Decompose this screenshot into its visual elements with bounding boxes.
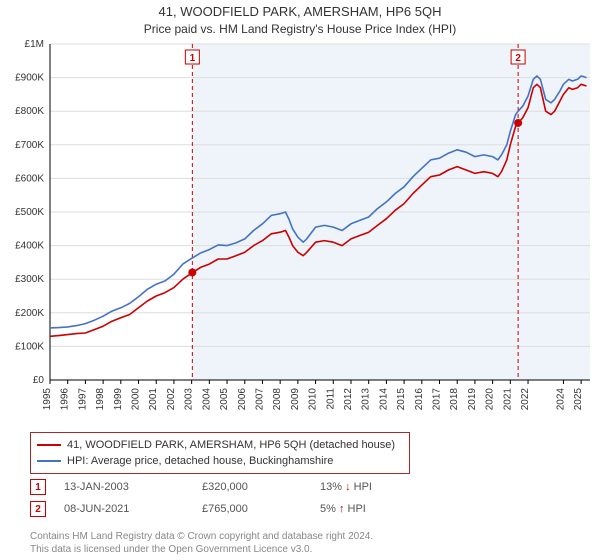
- svg-text:2017: 2017: [432, 388, 443, 411]
- svg-text:2004: 2004: [201, 388, 212, 411]
- svg-text:2009: 2009: [290, 388, 301, 411]
- svg-text:2006: 2006: [237, 388, 248, 411]
- legend-label-hpi: HPI: Average price, detached house, Buck…: [67, 453, 333, 469]
- svg-text:£0: £0: [33, 375, 45, 386]
- arrow-down-icon: ↓: [345, 481, 351, 493]
- event-row-1: 1 13-JAN-2003 £320,000 13% ↓ HPI: [30, 476, 570, 498]
- legend-label-subject: 41, WOODFIELD PARK, AMERSHAM, HP6 5QH (d…: [67, 437, 395, 453]
- svg-text:£1M: £1M: [25, 39, 44, 50]
- svg-text:2012: 2012: [343, 388, 354, 411]
- svg-text:2016: 2016: [414, 388, 425, 411]
- footer-line-2: This data is licensed under the Open Gov…: [30, 543, 373, 556]
- svg-text:2005: 2005: [219, 388, 230, 411]
- svg-text:1998: 1998: [95, 388, 106, 411]
- svg-text:1996: 1996: [60, 388, 71, 411]
- svg-text:2011: 2011: [325, 388, 336, 410]
- svg-text:£900K: £900K: [15, 73, 44, 84]
- price-chart: £0 £100K £200K £300K £400K £500K £600K £700K £80…: [0, 0, 600, 430]
- svg-text:1999: 1999: [113, 388, 124, 411]
- event-row-2: 2 08-JUN-2021 £765,000 5% ↑ HPI: [30, 498, 570, 520]
- svg-text:2002: 2002: [166, 388, 177, 411]
- event-date-2: 08-JUN-2021: [64, 503, 184, 515]
- svg-text:£300K: £300K: [15, 274, 44, 285]
- legend-row-subject: 41, WOODFIELD PARK, AMERSHAM, HP6 5QH (d…: [37, 437, 403, 453]
- svg-text:£600K: £600K: [15, 173, 44, 184]
- svg-text:2018: 2018: [449, 388, 460, 411]
- legend-row-hpi: HPI: Average price, detached house, Buck…: [37, 453, 403, 469]
- svg-text:£400K: £400K: [15, 241, 44, 252]
- svg-text:1995: 1995: [42, 388, 53, 411]
- svg-text:2001: 2001: [148, 388, 159, 411]
- svg-text:2000: 2000: [131, 388, 142, 411]
- svg-text:2020: 2020: [485, 388, 496, 411]
- svg-text:2015: 2015: [396, 388, 407, 411]
- legend-box: 41, WOODFIELD PARK, AMERSHAM, HP6 5QH (d…: [30, 432, 410, 474]
- event-delta-2: 5% ↑ HPI: [320, 503, 400, 515]
- svg-text:2025: 2025: [573, 388, 584, 411]
- svg-text:2010: 2010: [308, 388, 319, 411]
- svg-text:2014: 2014: [378, 388, 389, 411]
- event-badge-2: 2: [30, 501, 46, 517]
- svg-text:2008: 2008: [272, 388, 283, 411]
- svg-text:1997: 1997: [77, 388, 88, 411]
- event-hpi-label-1: HPI: [354, 481, 372, 493]
- svg-text:2013: 2013: [361, 388, 372, 411]
- legend-swatch-hpi: [37, 460, 61, 462]
- svg-text:£800K: £800K: [15, 106, 44, 117]
- event-price-2: £765,000: [202, 503, 302, 515]
- arrow-up-icon: ↑: [339, 503, 345, 515]
- legend-swatch-subject: [37, 444, 61, 446]
- footer-line-1: Contains HM Land Registry data © Crown c…: [30, 530, 373, 543]
- svg-text:£200K: £200K: [15, 308, 44, 319]
- svg-text:£500K: £500K: [15, 207, 44, 218]
- footer: Contains HM Land Registry data © Crown c…: [30, 530, 373, 556]
- svg-text:1: 1: [190, 53, 196, 64]
- svg-text:2007: 2007: [254, 388, 265, 411]
- event-delta-value-2: 5%: [320, 503, 336, 515]
- events-table: 1 13-JAN-2003 £320,000 13% ↓ HPI 2 08-JU…: [30, 476, 570, 520]
- event-badge-1: 1: [30, 479, 46, 495]
- svg-text:2: 2: [515, 53, 521, 64]
- event-delta-1: 13% ↓ HPI: [320, 481, 400, 493]
- event-price-1: £320,000: [202, 481, 302, 493]
- svg-text:2024: 2024: [555, 388, 566, 411]
- event-date-1: 13-JAN-2003: [64, 481, 184, 493]
- svg-text:2022: 2022: [520, 388, 531, 411]
- svg-text:2021: 2021: [502, 388, 513, 411]
- chart-root: 41, WOODFIELD PARK, AMERSHAM, HP6 5QH Pr…: [0, 0, 600, 560]
- svg-text:£100K: £100K: [15, 341, 44, 352]
- svg-text:2019: 2019: [467, 388, 478, 411]
- event-hpi-label-2: HPI: [348, 503, 366, 515]
- svg-text:£700K: £700K: [15, 140, 44, 151]
- svg-text:2003: 2003: [184, 388, 195, 411]
- event-delta-value-1: 13%: [320, 481, 342, 493]
